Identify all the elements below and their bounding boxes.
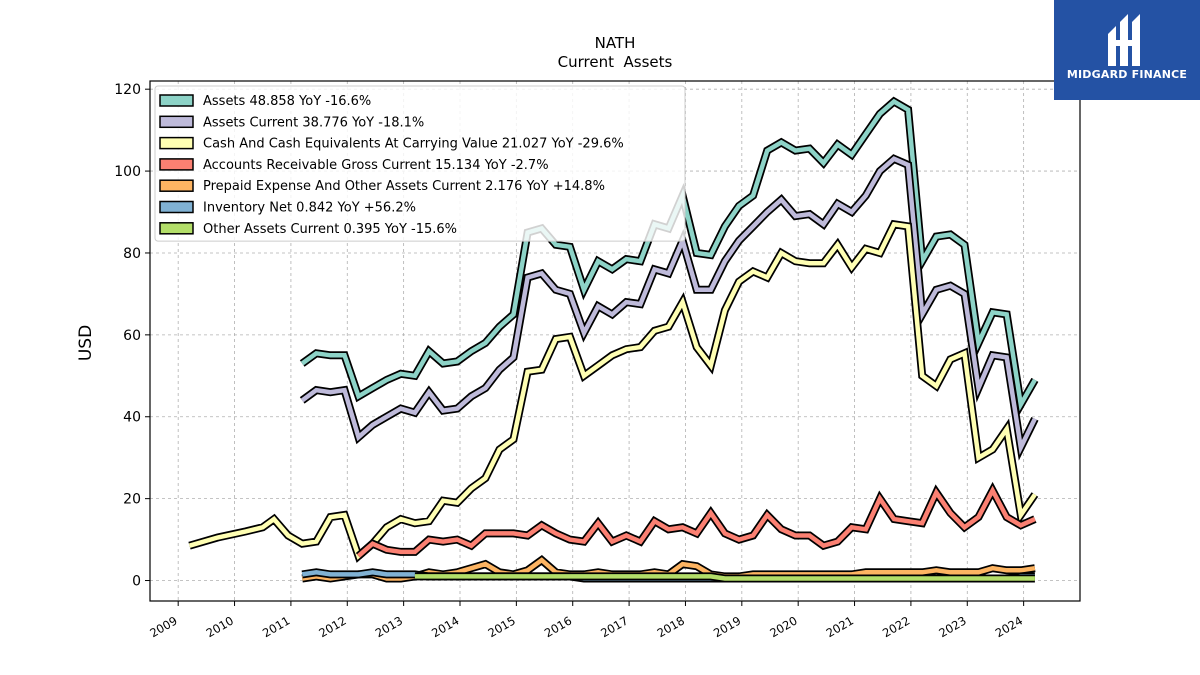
series-3 (355, 481, 1037, 560)
plot-frame (149, 80, 1081, 602)
legend-label: Cash And Cash Equivalents At Carrying Va… (203, 137, 624, 152)
x-tick-label: 2024 (993, 613, 1025, 640)
legend-label: Accounts Receivable Gross Current 15.134… (203, 158, 549, 173)
y-tick-label: 80 (123, 246, 141, 262)
legend-box (154, 85, 686, 242)
legend-label: Assets 48.858 YoY -16.6% (203, 94, 371, 109)
legend-label: Assets Current 38.776 YoY -18.1% (203, 115, 424, 130)
x-tick-label: 2011 (260, 613, 292, 640)
legend-label: Other Assets Current 0.395 YoY -15.6% (203, 222, 457, 237)
legend-swatch (159, 222, 194, 235)
chart-title: NATH (595, 34, 636, 52)
y-tick-label: 60 (123, 328, 141, 344)
series-1 (299, 154, 1039, 461)
legend-label: Prepaid Expense And Other Assets Current… (203, 179, 605, 194)
x-tick-label: 2018 (655, 613, 687, 640)
series-line (414, 574, 1035, 581)
series-line (188, 221, 1037, 560)
series-line (300, 156, 1037, 455)
y-tick-label: 40 (123, 410, 141, 426)
legend: Assets 48.858 YoY -16.6% Assets Current 3… (154, 85, 686, 242)
y-tick-label: 20 (123, 492, 141, 508)
x-tick-label: 2017 (598, 613, 630, 640)
y-axis-label: USD (76, 325, 96, 361)
series-line (357, 485, 1036, 558)
series-layer (188, 96, 1039, 583)
y-tick-label: 100 (114, 164, 141, 180)
x-tick-label: 2013 (373, 613, 405, 640)
brand-name: MIDGARD FINANCE (1066, 68, 1188, 81)
legend-swatch (159, 200, 194, 214)
legend-swatch (159, 158, 194, 171)
x-tick-label: 2016 (542, 613, 574, 640)
series-2 (188, 219, 1039, 563)
y-tick-label: 0 (132, 574, 141, 590)
x-tick-label: 2014 (429, 613, 461, 640)
series-6 (414, 572, 1035, 583)
x-tick-label: 2021 (824, 613, 856, 640)
legend-swatch (159, 94, 194, 107)
legend-swatch (159, 136, 194, 150)
x-tick-label: 2019 (711, 613, 743, 640)
x-tick-label: 2022 (880, 613, 912, 640)
legend-label: Inventory Net 0.842 YoY +56.2% (203, 201, 416, 216)
chart-subtitle: Current Assets (558, 53, 673, 71)
x-tick-label: 2012 (316, 613, 348, 640)
brand-logo-icon (1108, 14, 1140, 66)
legend-swatch (159, 115, 194, 129)
x-tick-label: 2015 (486, 613, 518, 640)
x-tick-label: 2020 (767, 613, 799, 640)
x-tick-label: 2010 (204, 613, 236, 640)
brand-logo: MIDGARD FINANCE (1054, 0, 1200, 100)
x-tick-label: 2023 (936, 613, 968, 640)
legend-swatch (159, 179, 194, 192)
x-tick-label: 2009 (147, 613, 179, 640)
y-tick-label: 120 (114, 82, 141, 98)
